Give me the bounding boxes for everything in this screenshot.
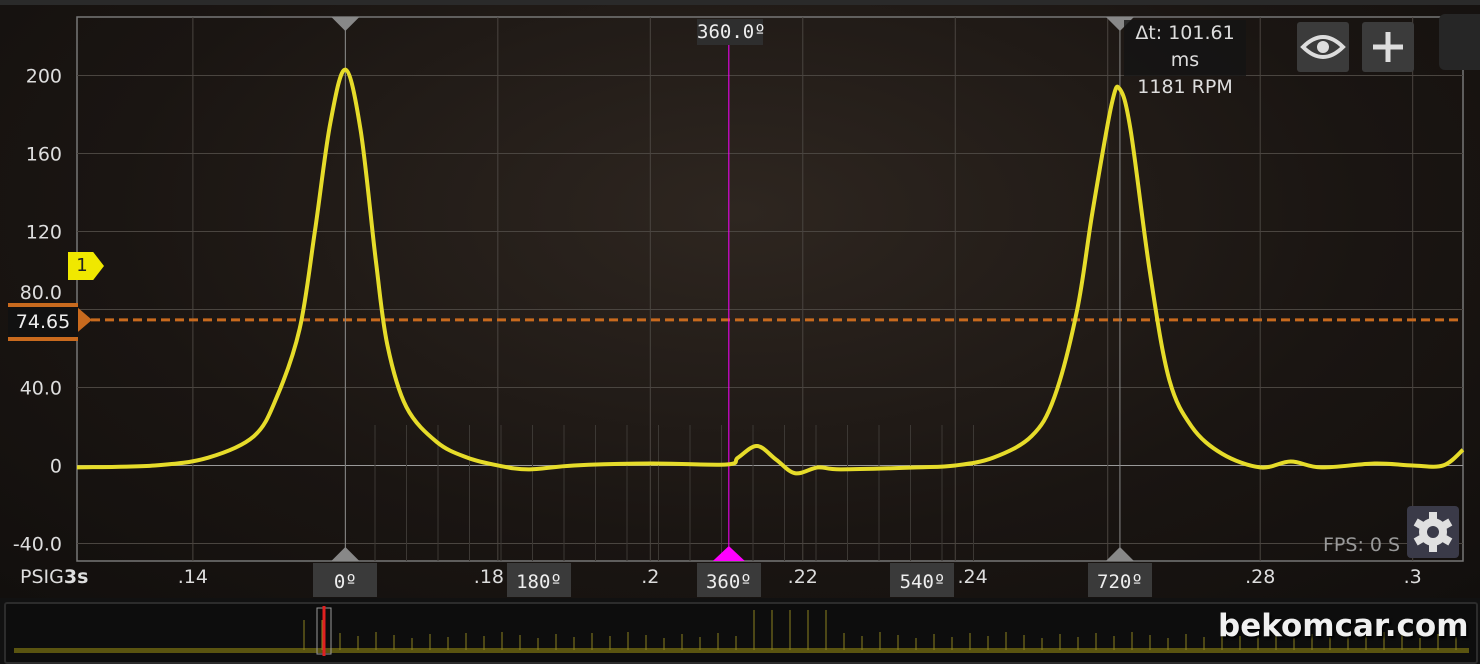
cursor-bottom-handle bbox=[331, 547, 360, 561]
overview-strip[interactable] bbox=[4, 602, 1478, 664]
y-tick-label: 200 bbox=[26, 65, 62, 87]
overview-waveform bbox=[14, 606, 1469, 656]
x-tick-label: .3 bbox=[1404, 566, 1422, 588]
waveform-line bbox=[76, 67, 1465, 476]
y-tick-label: 160 bbox=[26, 143, 62, 165]
y-tick-label: 40.0 bbox=[20, 377, 62, 399]
threshold-value[interactable]: 74.65 bbox=[8, 303, 78, 341]
measurement-readout: Δt: 101.61 ms 1181 RPM bbox=[1124, 20, 1246, 98]
watermark: bekomcar.com bbox=[1218, 608, 1469, 644]
degree-marker[interactable]: 540º bbox=[890, 563, 955, 597]
timebase-text: 3s bbox=[63, 566, 89, 588]
plot-frame bbox=[76, 16, 1464, 562]
degree-marker[interactable]: 0º bbox=[313, 563, 378, 597]
plus-icon bbox=[1373, 32, 1403, 62]
rpm: 1181 RPM bbox=[1137, 76, 1233, 98]
visibility-button[interactable] bbox=[1297, 22, 1349, 72]
y-tick-label: -40.0 bbox=[13, 533, 62, 555]
settings-button[interactable] bbox=[1407, 506, 1459, 558]
x-tick-label: .14 bbox=[178, 566, 208, 588]
degree-marker[interactable]: 180º bbox=[507, 563, 571, 597]
gear-icon bbox=[1413, 512, 1453, 552]
degree-marker[interactable]: 720º bbox=[1087, 563, 1152, 597]
x-tick-label: .2 bbox=[641, 566, 659, 588]
x-tick-label: .28 bbox=[1245, 566, 1275, 588]
eye-icon bbox=[1300, 35, 1346, 59]
y-tick-label: 0 bbox=[50, 455, 62, 477]
cursor-top-handle bbox=[331, 17, 360, 31]
scope-view[interactable] bbox=[0, 0, 1480, 598]
panel-handle[interactable] bbox=[1439, 14, 1480, 70]
overview-baseline bbox=[14, 648, 1469, 653]
add-button[interactable] bbox=[1362, 22, 1414, 72]
x-tick-label: .24 bbox=[957, 566, 987, 588]
x-tick-label: .18 bbox=[474, 566, 504, 588]
x-tick-label: .22 bbox=[788, 566, 818, 588]
delta-t: Δt: 101.61 ms bbox=[1135, 22, 1235, 71]
active-cursor-handle bbox=[712, 546, 745, 561]
y-tick-label: 120 bbox=[26, 221, 62, 243]
unit-text: PSIG bbox=[20, 566, 64, 588]
waveform-plot[interactable]: 200 160 120 80.0 40.0 0 -40.0 .14 .18 .2 .22 .24 .28… bbox=[0, 0, 1480, 600]
unit-label: PSIG3s bbox=[20, 566, 88, 588]
threshold-arrow bbox=[78, 307, 92, 332]
y-tick-label: 80.0 bbox=[20, 282, 62, 304]
active-cursor-label[interactable]: 360.0º bbox=[697, 19, 766, 45]
cursor-bottom-handle bbox=[1105, 547, 1134, 561]
fps-status: FPS: 0 S bbox=[1323, 534, 1401, 556]
degree-marker[interactable]: 360º bbox=[696, 563, 761, 597]
